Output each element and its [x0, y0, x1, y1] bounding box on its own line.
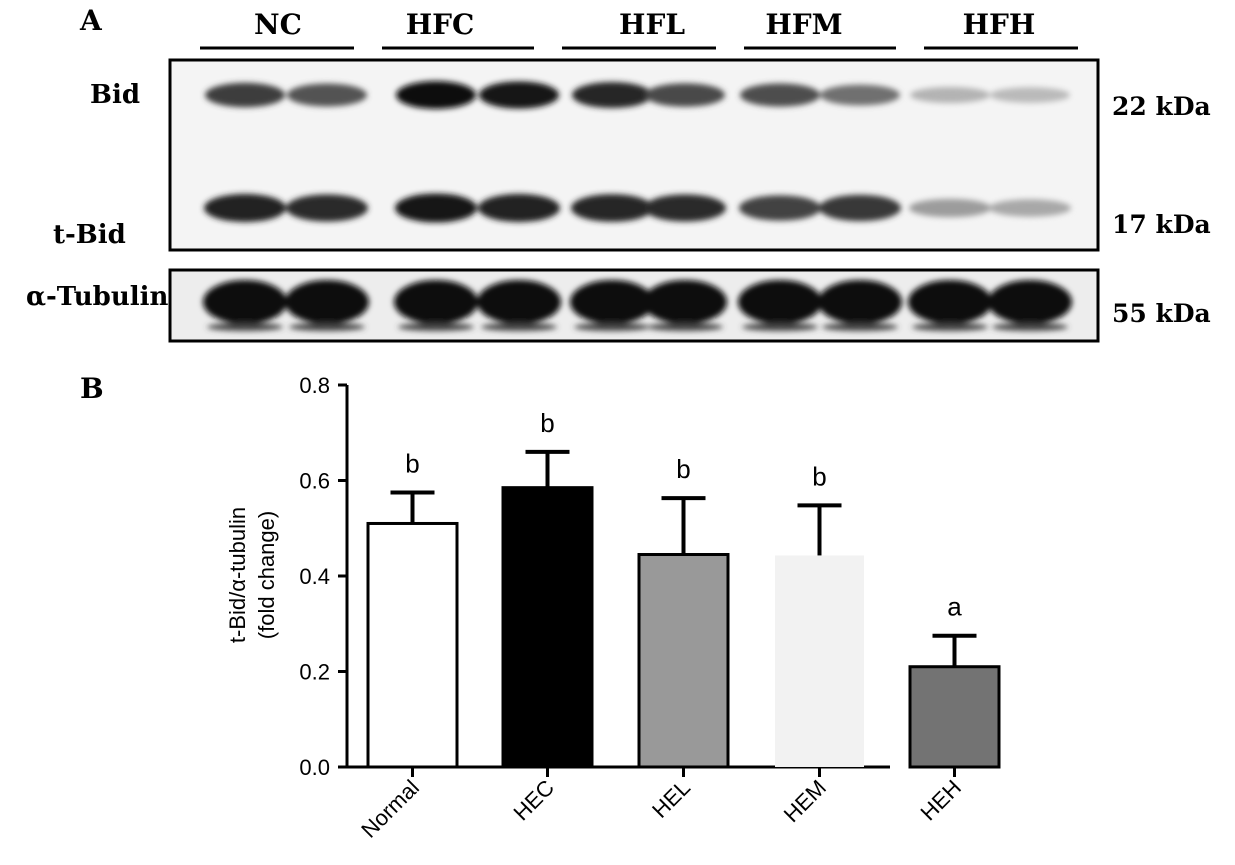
x-tick-label: HEC: [509, 775, 560, 826]
y-tick-label: 0.0: [299, 755, 330, 780]
bid-band: [479, 81, 559, 109]
significance-label: b: [676, 454, 690, 484]
tubulin-bands: [203, 280, 1072, 331]
tubulin-band-lower: [647, 323, 723, 331]
x-tick-label: HEM: [779, 775, 831, 827]
group-label: HFM: [765, 8, 842, 41]
tbid-band: [739, 195, 821, 221]
y-tick-label: 0.4: [299, 564, 330, 589]
tubulin-band: [394, 280, 478, 324]
tbid-band: [571, 194, 653, 222]
bid-band: [740, 83, 820, 107]
tubulin-band-lower: [289, 323, 365, 331]
x-tick-label: HEH: [916, 775, 967, 826]
weight-22kda: 22 kDa: [1112, 92, 1211, 121]
row-label-bid: Bid: [90, 80, 140, 110]
tubulin-band-lower: [742, 323, 818, 331]
x-tick-label: Normal: [356, 775, 424, 843]
group-label: HFL: [619, 8, 685, 41]
significance-label: a: [947, 592, 962, 622]
bar: [501, 486, 594, 769]
tbid-band: [286, 194, 368, 222]
tubulin-band-lower: [992, 323, 1068, 331]
tubulin-band: [203, 280, 287, 324]
row-label-tbid: t-Bid: [53, 220, 126, 250]
tbid-band: [395, 193, 477, 223]
tubulin-band-lower: [822, 323, 898, 331]
tubulin-band-lower: [912, 323, 988, 331]
y-axis-label-line1: t-Bid/α-tubulin: [225, 507, 250, 643]
bid-band: [287, 83, 367, 107]
tbid-band: [989, 199, 1071, 217]
bid-band: [396, 81, 476, 109]
weight-55kda: 55 kDa: [1112, 299, 1211, 328]
significance-label: b: [812, 461, 826, 491]
bid-bands: [205, 81, 1070, 109]
tubulin-band-lower: [481, 323, 557, 331]
tubulin-band: [477, 280, 561, 324]
bar: [908, 665, 1001, 769]
tubulin-band: [643, 280, 727, 324]
tubulin-band: [908, 280, 992, 324]
panel-a-label: A: [79, 4, 103, 37]
bid-band: [645, 83, 725, 107]
bar: [366, 521, 459, 769]
tubulin-band: [738, 280, 822, 324]
tubulin-band: [988, 280, 1072, 324]
y-axis-label-line2: (fold change): [254, 511, 279, 639]
tubulin-band-lower: [574, 323, 650, 331]
weight-17kda: 17 kDa: [1112, 210, 1211, 239]
bars: b b b b a: [366, 408, 1001, 769]
tbid-band: [644, 194, 726, 222]
group-labels: NC HFC HFL HFM HFH: [200, 8, 1078, 50]
bid-band: [572, 81, 652, 109]
tubulin-band-lower: [207, 323, 283, 331]
group-label: HFH: [963, 8, 1036, 41]
panel-b-label: B: [80, 372, 104, 405]
y-tick-label: 0.2: [299, 660, 330, 685]
tbid-band: [909, 198, 991, 218]
x-ticks: Normal HEC HEL HEM HEH: [356, 767, 966, 843]
row-label-tubulin: α-Tubulin: [26, 282, 169, 312]
tubulin-band-lower: [398, 323, 474, 331]
tbid-band: [204, 193, 286, 223]
y-tick-label: 0.6: [299, 469, 330, 494]
bid-band: [820, 84, 900, 106]
y-axis: 0.0 0.2 0.4 0.6 0.8: [299, 373, 349, 780]
bar: [637, 553, 730, 769]
significance-label: b: [405, 448, 419, 478]
tbid-band: [819, 194, 901, 222]
tubulin-band: [285, 280, 369, 324]
bid-band: [205, 82, 285, 108]
group-label: NC: [254, 8, 302, 41]
tubulin-band: [570, 280, 654, 324]
tbid-band: [478, 193, 560, 223]
y-tick-label: 0.8: [299, 373, 330, 398]
tbid-bands: [204, 193, 1071, 223]
x-tick-label: HEL: [647, 775, 695, 823]
bar: [775, 555, 864, 767]
significance-label: b: [540, 408, 554, 438]
bid-band: [990, 87, 1070, 103]
group-label: HFC: [406, 8, 475, 41]
tubulin-band: [818, 280, 902, 324]
bid-band: [910, 87, 990, 103]
